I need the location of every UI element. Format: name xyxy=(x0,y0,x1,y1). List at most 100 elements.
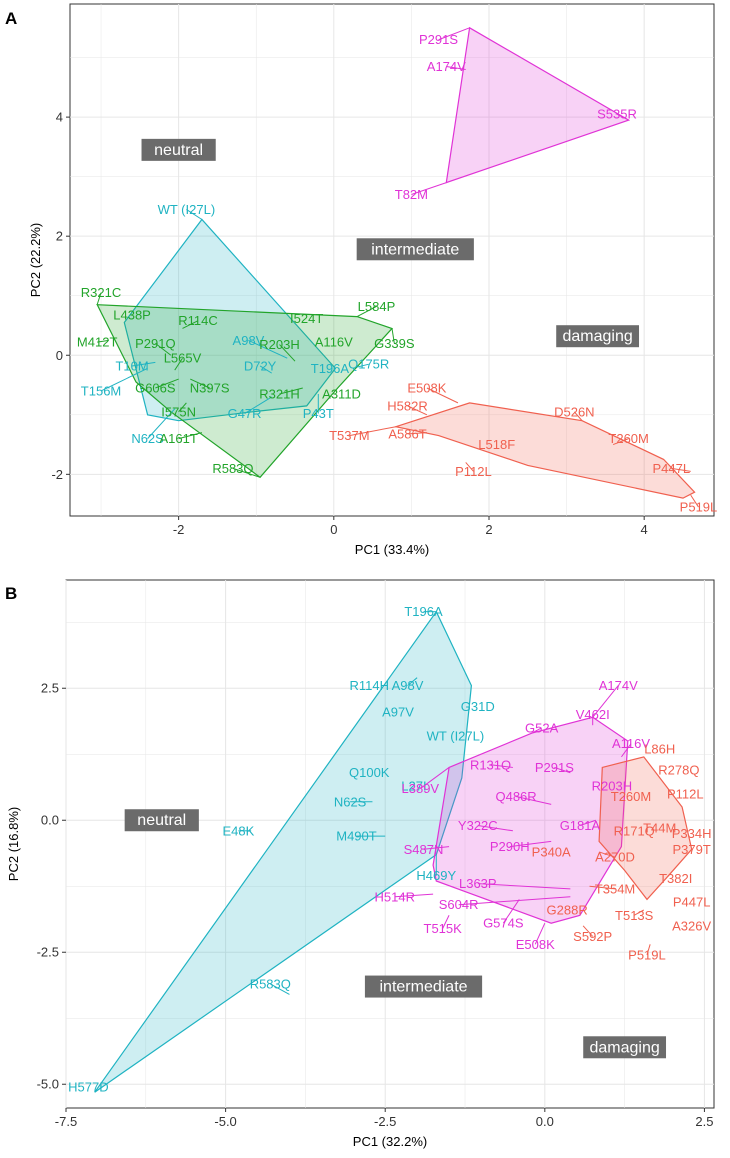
point-label: P340A xyxy=(532,844,571,859)
point-label: N397S xyxy=(190,381,230,396)
point-label: T260M xyxy=(608,431,648,446)
label-segment xyxy=(178,432,203,440)
point-label: Q100K xyxy=(349,765,390,780)
label-segment xyxy=(407,432,427,435)
label-segment xyxy=(592,685,619,718)
point-label: R583Q xyxy=(212,461,253,476)
label-segment xyxy=(458,896,571,906)
region-label-box xyxy=(124,809,199,832)
label-segment xyxy=(633,909,645,916)
label-segment xyxy=(438,27,470,41)
x-tick-label: -7.5 xyxy=(55,1114,77,1129)
point-label: T515K xyxy=(424,921,463,936)
region-label-neutral: neutral xyxy=(141,138,216,161)
panel-a: A neutral intermediate damaging WT (I27L) A… xyxy=(5,3,717,557)
point-label: L565V xyxy=(164,351,202,366)
point-label: G288R xyxy=(547,903,588,918)
point-label: P291S xyxy=(419,32,458,47)
label-segment xyxy=(423,846,450,850)
label-segment xyxy=(96,292,102,305)
label-segment xyxy=(356,305,377,318)
point-label: V462I xyxy=(576,707,610,722)
panel-b-y-axis-title: PC2 (16.8%) xyxy=(6,807,21,881)
point-label: L438P xyxy=(113,307,151,322)
label-segment xyxy=(178,402,187,413)
panel-a-grid xyxy=(70,4,714,516)
panel-a-y-axis-title: PC2 (22.2%) xyxy=(28,223,43,297)
point-label: A174V xyxy=(599,678,638,693)
x-tick-label: 0.0 xyxy=(536,1114,554,1129)
point-label: M490T xyxy=(336,829,377,844)
point-label: P334H xyxy=(672,826,712,841)
point-label: G181A xyxy=(560,818,601,833)
region-label-intermediate: intermediate xyxy=(364,975,483,998)
point-label: T196A xyxy=(311,361,350,376)
label-segment xyxy=(465,462,474,472)
panel-a-label-segments xyxy=(96,27,699,508)
region-label-text: damaging xyxy=(589,1039,659,1056)
point-label: A326V xyxy=(672,918,711,933)
point-label: S592P xyxy=(573,929,612,944)
point-label: R171Q xyxy=(614,823,655,838)
point-label: Q486R xyxy=(495,789,536,804)
y-tick-label: -5.0 xyxy=(37,1077,59,1092)
label-segment xyxy=(182,320,199,329)
label-segment xyxy=(100,367,148,392)
point-label: P447L xyxy=(653,461,691,476)
label-segment xyxy=(690,494,699,508)
label-segment xyxy=(356,363,369,368)
point-label: R278Q xyxy=(658,763,699,778)
panel-b-hulls xyxy=(94,610,693,1093)
panel-a-hulls xyxy=(96,26,696,499)
x-tick-label: 2.5 xyxy=(695,1114,713,1129)
point-label: A116V xyxy=(315,335,353,350)
label-segment xyxy=(477,825,513,832)
panel-b-plot-area xyxy=(65,579,715,1109)
point-label: G606S xyxy=(135,381,176,396)
point-label: R114H xyxy=(349,678,389,693)
region-label-box xyxy=(141,138,216,161)
point-label: T260M xyxy=(611,789,651,804)
x-tick-label: 0 xyxy=(330,522,337,537)
region-label-box xyxy=(364,975,483,998)
point-label: L86H xyxy=(644,741,675,756)
point-label: R583Q xyxy=(250,976,291,991)
point-label: S487N xyxy=(404,842,444,857)
point-label: G47R xyxy=(228,406,262,421)
point-label: WT (I27L) xyxy=(427,728,485,743)
point-label: T354M xyxy=(595,881,635,896)
label-segment xyxy=(477,883,571,890)
y-tick-label: 2 xyxy=(56,229,63,244)
point-label: E508K xyxy=(516,937,555,952)
label-segment xyxy=(411,182,447,195)
y-tick-label: 4 xyxy=(56,110,63,125)
hull-cyan xyxy=(123,218,337,422)
label-segment xyxy=(244,396,272,415)
point-label: L363P xyxy=(459,876,497,891)
point-label: D526N xyxy=(554,404,594,419)
point-label: L27I xyxy=(401,778,426,793)
point-label: N62S xyxy=(334,794,367,809)
panel-a-region-labels: neutral intermediate damaging xyxy=(141,138,640,348)
point-label: S604R xyxy=(439,897,479,912)
point-label: H469Y xyxy=(416,868,456,883)
point-label: R321C xyxy=(81,285,121,300)
label-segment xyxy=(509,840,552,848)
label-segment xyxy=(407,677,418,686)
point-label: L389V xyxy=(402,781,440,796)
hull-cyan xyxy=(94,610,473,1093)
label-segment xyxy=(598,851,616,858)
x-tick-label: -2.5 xyxy=(374,1114,396,1129)
hull-red xyxy=(598,756,693,901)
region-label-intermediate: intermediate xyxy=(356,238,474,261)
point-label: E48K xyxy=(222,823,254,838)
region-label-text: damaging xyxy=(562,328,632,345)
point-label: G339S xyxy=(374,336,415,351)
panel-b-x-axis-title: PC1 (32.2%) xyxy=(353,1134,427,1149)
point-label: A586T xyxy=(388,426,426,441)
panel-a-ticks: -2 0 2 4 -2 0 2 4 xyxy=(51,110,647,537)
point-label: P112L xyxy=(455,464,492,479)
label-segment xyxy=(534,922,546,945)
point-label: T513S xyxy=(615,908,654,923)
